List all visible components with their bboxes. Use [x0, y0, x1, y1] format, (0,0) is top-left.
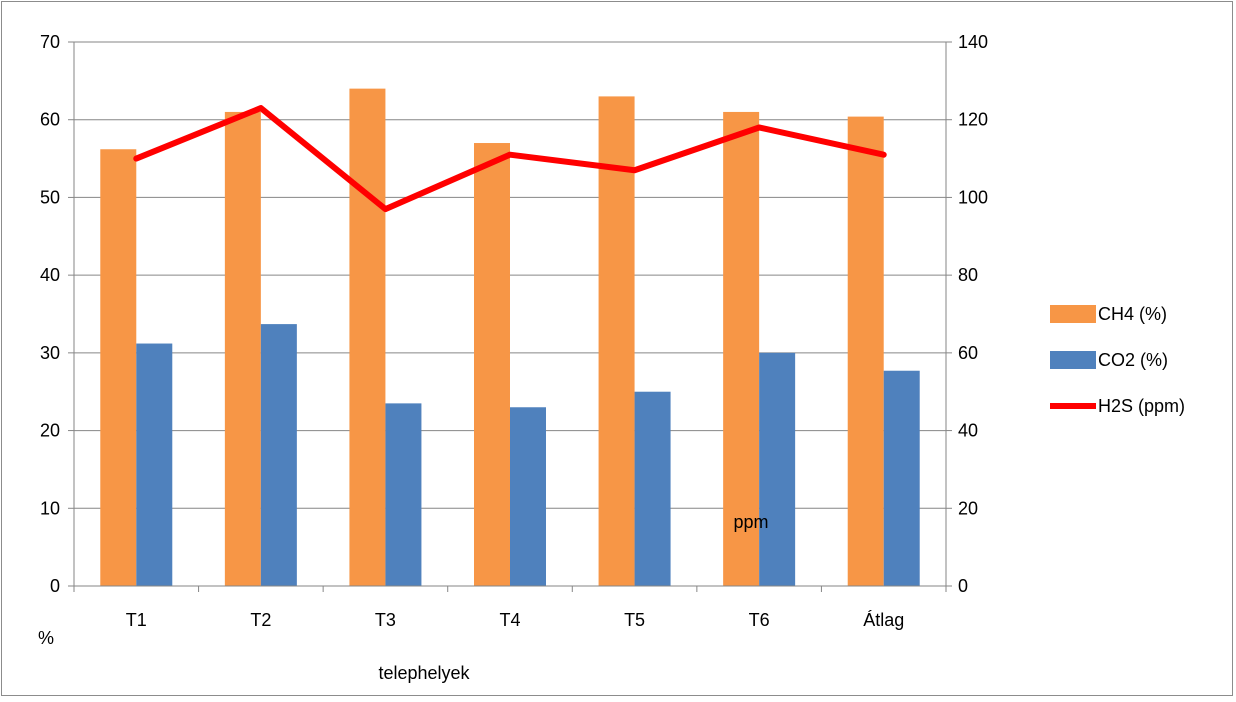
- legend-swatch: [1050, 351, 1096, 369]
- left-tick-label: 50: [40, 187, 60, 207]
- bar-ch4-2: [224, 111, 261, 586]
- legend-label: CH4 (%): [1098, 304, 1167, 324]
- category-label: T4: [499, 610, 520, 630]
- category-labels: T1 T2 T3 T4 T5 T6 Átlag: [126, 610, 904, 630]
- bar-co2-5: [634, 391, 671, 586]
- bar-ch4-5: [598, 96, 635, 587]
- line-series-h2s: [133, 105, 887, 213]
- left-axis-ticks: 0 10 20 30 40 50 60 70: [40, 32, 60, 596]
- left-tick-label: 70: [40, 32, 60, 52]
- right-tick-label: 100: [958, 187, 988, 207]
- left-tick-label: 0: [50, 576, 60, 596]
- left-tick-label: 30: [40, 343, 60, 363]
- axes: [68, 41, 952, 592]
- left-tick-label: 20: [40, 421, 60, 441]
- legend-swatch: [1050, 305, 1096, 323]
- right-tick-label: 120: [958, 110, 988, 130]
- right-tick-label: 140: [958, 32, 988, 52]
- category-label: Átlag: [863, 610, 904, 630]
- left-axis-unit: %: [38, 628, 54, 648]
- legend-label: CO2 (%): [1098, 350, 1168, 370]
- bar-co2-1: [136, 343, 173, 586]
- right-axis-unit: ppm: [733, 512, 768, 532]
- right-tick-label: 80: [958, 265, 978, 285]
- bar-ch4-6: [723, 111, 760, 586]
- left-tick-label: 60: [40, 110, 60, 130]
- left-tick-label: 40: [40, 265, 60, 285]
- legend-label: H2S (ppm): [1098, 396, 1185, 416]
- bar-ch4-4: [474, 143, 510, 586]
- category-label: T3: [375, 610, 396, 630]
- h2s-line: [133, 105, 887, 213]
- x-axis-title: telephelyek: [378, 663, 470, 683]
- right-tick-label: 20: [958, 498, 978, 518]
- category-label: T2: [250, 610, 271, 630]
- bar-ch4-3: [349, 88, 386, 586]
- category-label: T6: [749, 610, 770, 630]
- bar-ch4-1: [100, 149, 137, 586]
- right-tick-label: 40: [958, 421, 978, 441]
- right-tick-label: 60: [958, 343, 978, 363]
- left-tick-label: 10: [40, 498, 60, 518]
- legend: CH4 (%) CO2 (%) H2S (ppm): [1050, 304, 1185, 416]
- bars: [100, 88, 920, 587]
- bar-co2-6: [759, 352, 796, 586]
- right-tick-label: 0: [958, 576, 968, 596]
- bar-co2-7: [883, 370, 920, 586]
- bar-co2-4: [510, 407, 546, 586]
- bar-co2-2: [260, 324, 297, 586]
- right-axis-ticks: 0 20 40 60 80 100 120 140: [958, 32, 988, 596]
- bar-ch4-7: [847, 116, 884, 586]
- bar-co2-3: [385, 403, 422, 586]
- category-label: T1: [126, 610, 147, 630]
- category-label: T5: [624, 610, 645, 630]
